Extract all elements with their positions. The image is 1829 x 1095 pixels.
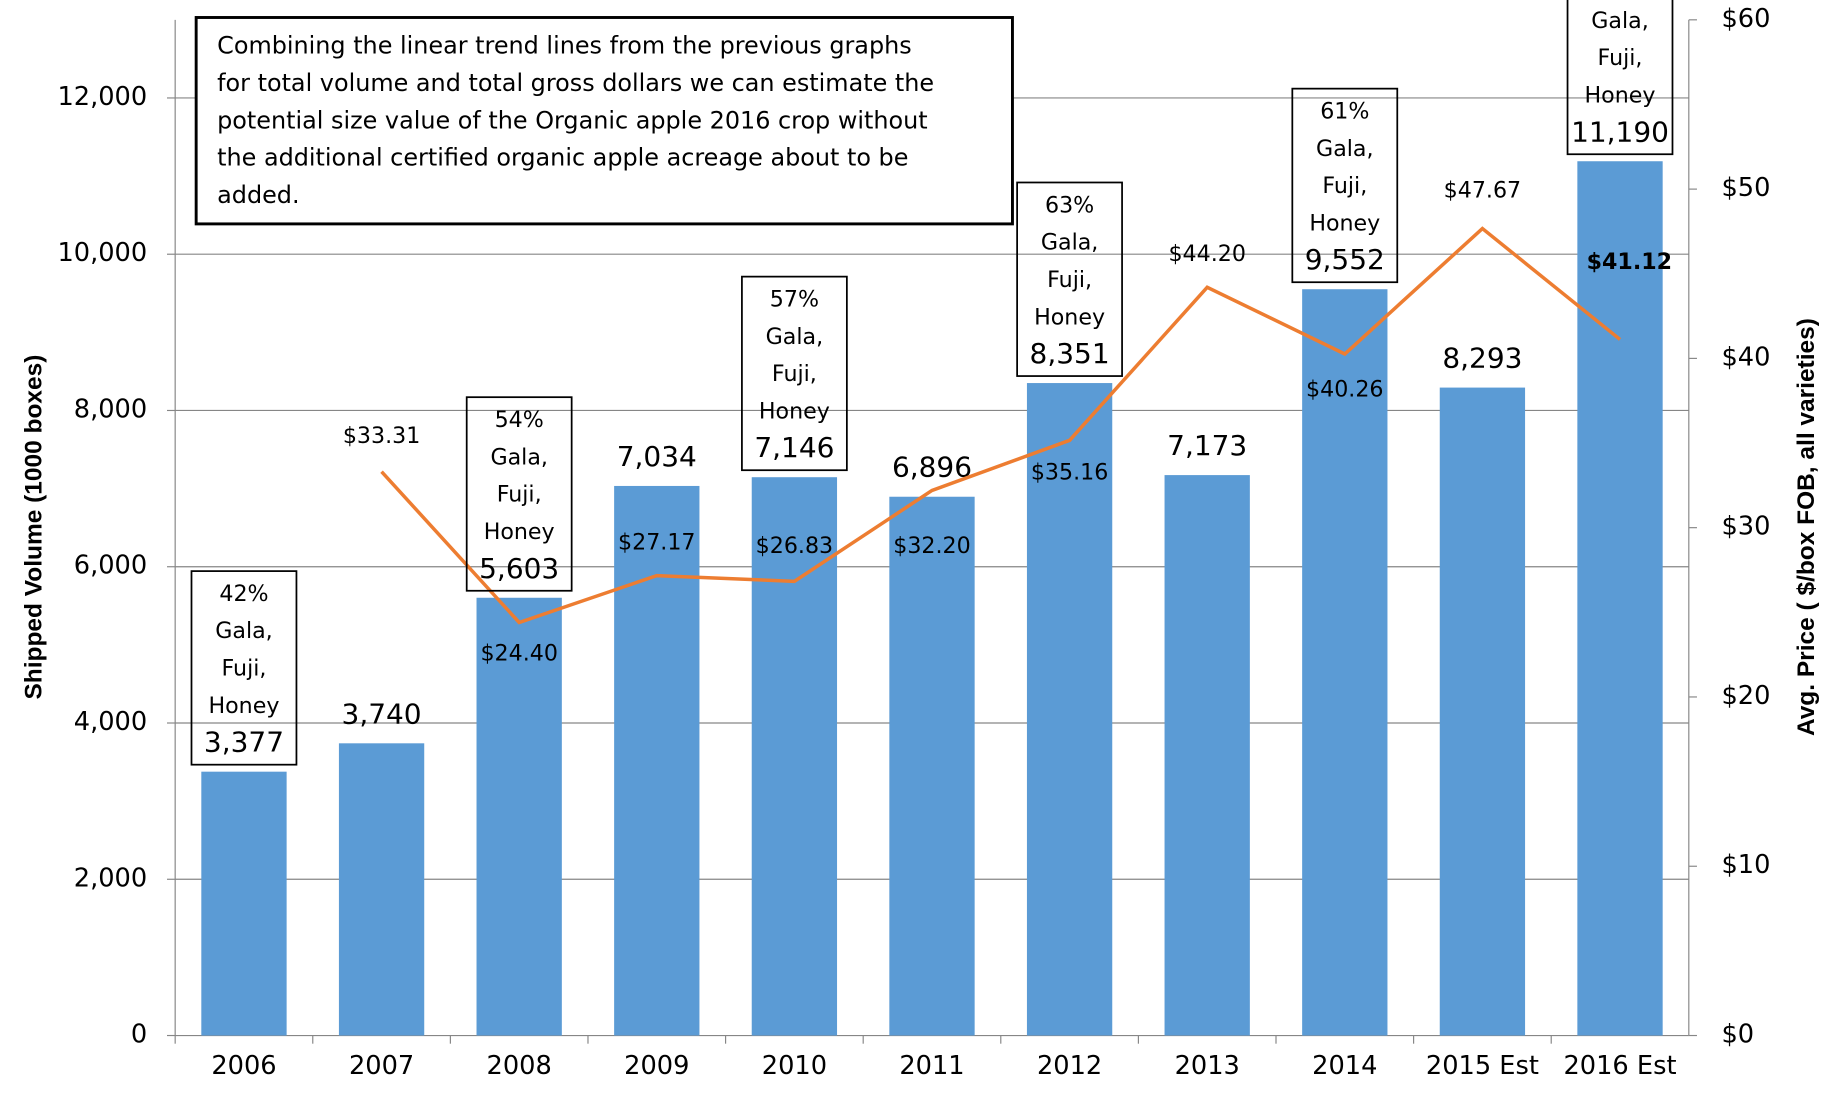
x-tick-label: 2015 Est: [1426, 1051, 1539, 1081]
price-label: $32.20: [893, 533, 970, 559]
annotation-box: [465, 396, 573, 592]
x-tick-label: 2010: [762, 1051, 827, 1081]
bar-value-label: 7,146: [754, 431, 834, 464]
annotation-text: Honey: [208, 693, 279, 719]
note-text: for total volume and total gross dollars…: [217, 69, 934, 97]
bar: [1026, 383, 1113, 1036]
annotation-text: Gala,: [1041, 230, 1098, 256]
price-label: $24.40: [480, 640, 557, 666]
bar-value-label: 7,034: [617, 440, 697, 473]
annotation-text: Fuji,: [1047, 267, 1092, 293]
y2-tick-label: $20: [1721, 681, 1770, 711]
bar-value-label: 7,173: [1167, 429, 1247, 462]
annotation-text: Fuji,: [222, 656, 267, 682]
bar-value-label: 9,552: [1305, 243, 1385, 276]
x-tick-label: 2013: [1175, 1051, 1240, 1081]
annotation-text: Fuji,: [1322, 173, 1367, 199]
annotation-text: Gala,: [766, 324, 823, 350]
bar-value-label: 8,293: [1442, 342, 1522, 375]
price-line: [380, 226, 1622, 625]
y2-tick-label: $60: [1721, 4, 1770, 34]
annotation-text: 61%: [1320, 98, 1369, 124]
bar: [1302, 289, 1388, 1036]
annotation-text: Fuji,: [772, 361, 817, 387]
note-text: Combining the linear trend lines from th…: [217, 32, 912, 60]
y-tick-label: 12,000: [57, 82, 147, 112]
bar: [889, 496, 975, 1036]
bar-value-label: 6,896: [892, 451, 972, 484]
x-tick-label: 2016 Est: [1563, 1051, 1676, 1081]
annotation-text: 63%: [1045, 192, 1094, 218]
annotation-text: Gala,: [1591, 8, 1648, 34]
price-label: $33.31: [343, 423, 420, 449]
note-text: potential size value of the Organic appl…: [217, 106, 928, 134]
note-text: the additional certified organic apple a…: [217, 144, 908, 172]
annotation-text: 54%: [495, 407, 544, 433]
annotation-box: [1016, 181, 1123, 377]
y-tick-label: 6,000: [74, 551, 147, 581]
y2-tick-label: $30: [1721, 512, 1770, 542]
y-tick-label: 4,000: [74, 707, 147, 737]
y2-tick-label: $0: [1721, 1020, 1754, 1050]
y-tick-label: 8,000: [74, 394, 147, 424]
y-tick-label: 0: [131, 1020, 147, 1050]
note-box: [194, 16, 1014, 226]
annotation-text: Gala,: [490, 444, 547, 470]
bar-value-label: 5,603: [479, 552, 559, 585]
price-label: $41.12: [1587, 249, 1672, 275]
annotation-box: [741, 275, 848, 472]
y2-tick-label: $50: [1721, 173, 1770, 203]
price-label: $47.67: [1444, 178, 1521, 204]
bar: [1439, 387, 1526, 1036]
y2-axis-label: Avg. Price ( $/box FOB, all varieties): [1793, 318, 1820, 736]
x-tick-label: 2006: [211, 1051, 276, 1081]
price-label: $35.16: [1031, 459, 1108, 485]
y-axis-label: Shipped Volume (1000 boxes): [21, 355, 48, 700]
y2-tick-label: $40: [1721, 342, 1770, 372]
annotation-box: [1566, 0, 1674, 156]
bar: [201, 771, 287, 1036]
bar: [614, 485, 700, 1036]
bar: [751, 477, 838, 1036]
x-tick-label: 2009: [624, 1051, 689, 1081]
price-label: $26.83: [756, 533, 833, 559]
price-label: $44.20: [1168, 241, 1245, 267]
annotation-text: Honey: [1034, 304, 1105, 330]
annotation-text: Gala,: [1316, 136, 1373, 162]
annotation-box: [1291, 87, 1399, 284]
annotation-text: Fuji,: [497, 482, 542, 508]
price-label: $27.17: [618, 529, 695, 555]
x-tick-label: 2011: [899, 1051, 964, 1081]
note-text: added.: [217, 181, 299, 209]
y-tick-label: 2,000: [74, 863, 147, 893]
annotation-text: Honey: [1585, 82, 1656, 108]
price-label: $40.26: [1306, 377, 1383, 403]
bar-value-label: 3,740: [342, 697, 422, 730]
x-tick-label: 2008: [487, 1051, 552, 1081]
y-tick-label: 10,000: [57, 238, 147, 268]
bar-value-label: 11,190: [1571, 115, 1669, 148]
bar-value-label: 3,377: [204, 726, 284, 759]
bar: [1164, 475, 1250, 1036]
annotation-text: Fuji,: [1598, 45, 1643, 71]
annotation-text: Gala,: [215, 618, 272, 644]
x-tick-label: 2007: [349, 1051, 414, 1081]
annotation-text: Honey: [759, 398, 830, 424]
bar: [476, 597, 562, 1036]
annotation-text: 42%: [219, 581, 268, 607]
bar: [1577, 161, 1663, 1036]
annotation-box: [190, 570, 298, 766]
bar: [338, 743, 425, 1036]
annotation-text: Honey: [1309, 210, 1380, 236]
bar-value-label: 8,351: [1030, 337, 1110, 370]
annotation-text: Honey: [484, 519, 555, 545]
annotation-text: 57%: [770, 286, 819, 312]
x-tick-label: 2014: [1312, 1051, 1377, 1081]
y2-tick-label: $10: [1721, 850, 1770, 880]
x-tick-label: 2012: [1037, 1051, 1102, 1081]
